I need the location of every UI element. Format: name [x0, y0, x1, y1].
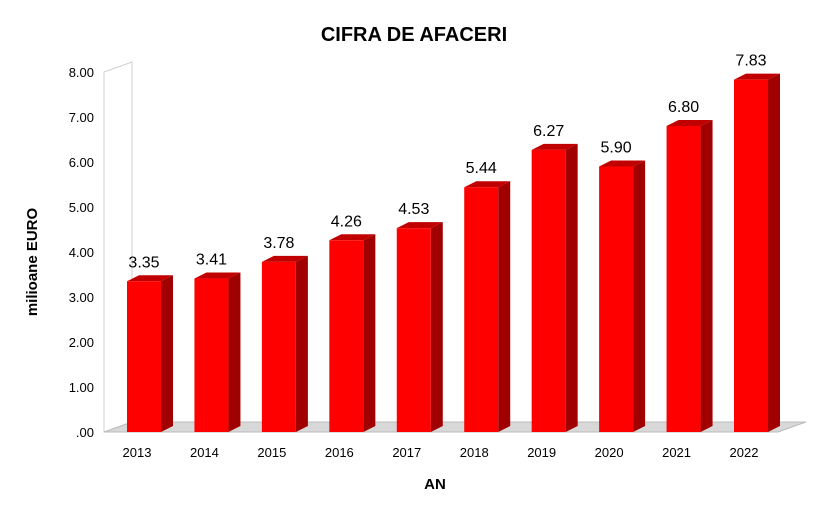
y-tick-label: 5.00 [69, 200, 94, 215]
bar [329, 234, 376, 432]
bar-front [531, 149, 566, 432]
x-tick-label: 2021 [662, 445, 691, 460]
bar [531, 143, 578, 432]
x-tick-label: 2014 [190, 445, 219, 460]
bar-front [261, 261, 296, 432]
data-label: 7.83 [735, 53, 766, 70]
y-tick-label: 1.00 [69, 380, 94, 395]
data-label: 6.80 [668, 99, 699, 116]
x-tick-label: 2013 [123, 445, 152, 460]
bar-top [599, 160, 646, 167]
bar-front [127, 281, 161, 432]
bar-front [666, 126, 701, 432]
bar [666, 120, 713, 432]
bar-top [531, 143, 578, 150]
bar [464, 181, 511, 432]
bar-top [261, 255, 308, 262]
y-tick-label: .00 [76, 425, 94, 440]
bar [734, 73, 780, 433]
bar-top [666, 120, 713, 126]
bar-top [127, 275, 173, 282]
x-tick-label: 2017 [392, 445, 421, 460]
y-tick-label: 2.00 [69, 335, 94, 350]
y-tick-label: 7.00 [69, 110, 94, 125]
x-tick-label: 2015 [257, 445, 286, 460]
bar [396, 222, 443, 432]
bar-side [161, 275, 173, 432]
bar-top [396, 222, 443, 229]
bar-front [464, 187, 499, 432]
data-label: 5.44 [466, 160, 497, 177]
data-label: 3.41 [196, 252, 227, 269]
x-tick-label: 2019 [527, 445, 556, 460]
chart-title: CIFRA DE AFACERI [321, 24, 507, 46]
y-axis-label: milioane EURO [24, 207, 41, 316]
y-tick-label: 4.00 [69, 245, 94, 260]
x-tick-label: 2020 [595, 445, 624, 460]
data-label: 4.53 [398, 201, 429, 218]
bar [194, 272, 241, 432]
x-tick-label: 2016 [325, 445, 354, 460]
y-tick-label: 6.00 [69, 155, 94, 170]
bar-side [700, 120, 713, 432]
x-tick-label: 2022 [730, 445, 759, 460]
bar-side [498, 181, 511, 432]
data-label: 3.78 [263, 235, 294, 252]
bar-side [768, 73, 780, 433]
y-tick-label: 8.00 [69, 65, 94, 80]
bar-top [464, 181, 511, 188]
bar [261, 255, 308, 432]
bar-top [734, 73, 780, 80]
bar-top [329, 234, 376, 241]
bar-front [194, 278, 229, 432]
x-axis-label: AN [424, 476, 446, 493]
data-label: 6.27 [533, 123, 564, 140]
bar-front [599, 166, 634, 432]
bar [127, 275, 173, 432]
bar-front [396, 228, 431, 432]
bar-side [363, 234, 376, 432]
bar-top [194, 272, 241, 279]
x-tick-label: 2018 [460, 445, 489, 460]
bar-side [430, 222, 443, 432]
bar [599, 160, 646, 432]
data-label: 5.90 [601, 140, 632, 157]
data-label: 3.35 [128, 254, 159, 271]
bar-side [295, 255, 308, 432]
bar-side [228, 272, 241, 432]
bar-side [565, 143, 578, 432]
bar-front [329, 240, 364, 432]
y-tick-label: 3.00 [69, 290, 94, 305]
bar-side [633, 160, 646, 432]
bar-front [734, 79, 768, 433]
data-label: 4.26 [331, 213, 362, 230]
